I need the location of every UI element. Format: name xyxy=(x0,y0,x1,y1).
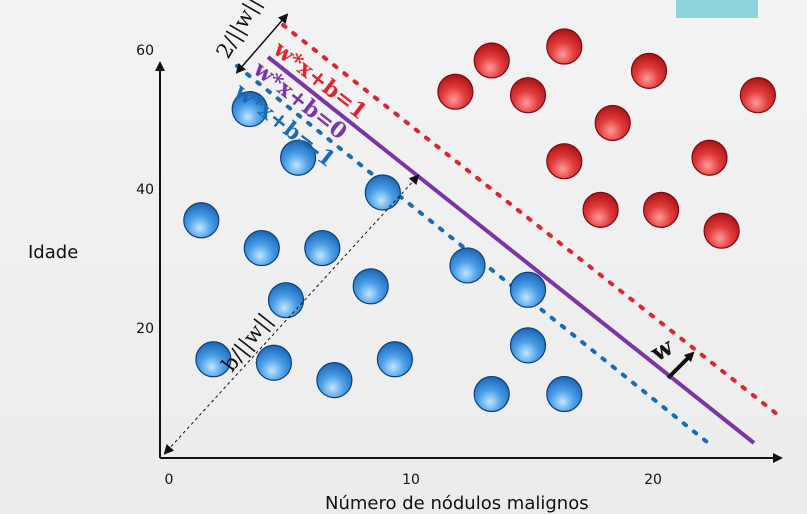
blue-data-point xyxy=(352,268,389,305)
red-data-point xyxy=(642,191,680,228)
blue-data-point xyxy=(509,327,547,364)
y-tick-label: 60 xyxy=(136,43,154,59)
y-tick-label: 40 xyxy=(136,182,154,198)
blue-data-point xyxy=(473,375,510,413)
decision-boundary-line xyxy=(266,55,756,445)
blue-data-point xyxy=(509,271,547,308)
red-data-point xyxy=(582,191,619,228)
blue-data-point xyxy=(267,282,305,319)
red-data-point xyxy=(546,28,583,65)
red-data-point xyxy=(473,42,510,79)
blue-data-point xyxy=(546,375,583,413)
blue-data-point xyxy=(304,229,341,267)
blue-data-point xyxy=(316,362,353,399)
normal-vector-arrow xyxy=(666,351,695,380)
blue-data-point xyxy=(243,229,280,267)
red-data-point xyxy=(739,77,777,114)
x-tick-label: 0 xyxy=(165,472,174,488)
blue-data-point xyxy=(231,90,268,128)
x-tick-label: 10 xyxy=(402,472,420,488)
x-axis-label: Número de nódulos malignos xyxy=(325,493,589,514)
red-data-point xyxy=(546,143,583,180)
x-tick-label: 20 xyxy=(644,472,662,488)
lower-margin-line xyxy=(235,64,714,448)
blue-data-point xyxy=(255,344,292,381)
blue-data-point xyxy=(183,202,220,239)
red-data-point xyxy=(594,104,631,142)
blue-data-point xyxy=(376,341,413,378)
offset-arrow xyxy=(163,174,420,455)
upper-margin-line xyxy=(281,23,784,420)
red-data-point xyxy=(691,139,728,176)
red-data-point xyxy=(509,77,547,114)
blue-data-point xyxy=(449,247,486,284)
corner-accent-box xyxy=(676,0,758,18)
red-data-point xyxy=(703,212,740,249)
y-axis-label: Idade xyxy=(28,242,79,263)
y-tick-label: 20 xyxy=(136,321,154,337)
margin-label: 2/||w|| xyxy=(212,0,267,63)
red-data-point xyxy=(630,52,668,89)
red-data-point xyxy=(437,73,474,110)
blue-data-point xyxy=(364,174,401,211)
margin-arrow xyxy=(235,13,289,74)
